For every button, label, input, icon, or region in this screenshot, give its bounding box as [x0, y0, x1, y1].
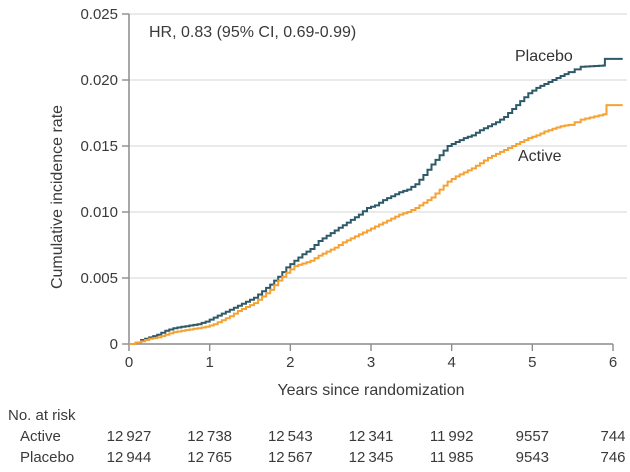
- risk-value: 12 567: [267, 449, 313, 466]
- risk-value: 9543: [515, 449, 550, 466]
- y-tick-label: 0.025: [80, 6, 118, 23]
- y-tick-label: 0.010: [80, 204, 118, 221]
- tick-labels: 0 0.005 0.010 0.015 0.020 0.025 0 1 2 3 4 5 6: [80, 6, 617, 371]
- y-tick-label: 0.015: [80, 138, 118, 155]
- curves: [129, 57, 623, 345]
- risk-table-title: No. at risk: [8, 407, 76, 424]
- x-tick-label: 5: [528, 354, 536, 371]
- x-axis-title: Years since randomization: [277, 382, 465, 399]
- risk-value: 12 944: [106, 449, 152, 466]
- x-tick-label: 6: [609, 354, 617, 371]
- risk-value: 12 738: [187, 428, 233, 445]
- tick-marks: [122, 13, 614, 351]
- risk-value: 12 543: [267, 428, 313, 445]
- risk-value: 746: [600, 449, 626, 466]
- placebo-curve: [129, 57, 623, 345]
- risk-value: 11 992: [429, 428, 474, 445]
- y-tick-label: 0.020: [80, 72, 118, 89]
- active-curve: [129, 104, 623, 345]
- x-tick-label: 3: [367, 354, 375, 371]
- y-tick-label: 0: [110, 336, 118, 353]
- placebo-curve-label: Placebo: [515, 48, 573, 65]
- risk-value: 9557: [515, 428, 550, 445]
- x-tick-label: 2: [286, 354, 294, 371]
- x-tick-label: 1: [205, 354, 213, 371]
- risk-value: 744: [600, 428, 626, 445]
- risk-value: 12 345: [348, 449, 394, 466]
- risk-row-label-placebo: Placebo: [20, 449, 75, 466]
- risk-value: 11 985: [429, 449, 474, 466]
- gridlines: [129, 13, 627, 279]
- risk-value: 12 927: [106, 428, 152, 445]
- x-tick-label: 0: [125, 354, 133, 371]
- x-tick-label: 4: [447, 354, 455, 371]
- hazard-ratio-annotation: HR, 0.83 (95% CI, 0.69-0.99): [149, 24, 357, 41]
- y-tick-label: 0.005: [80, 270, 118, 287]
- risk-row-label-active: Active: [20, 428, 61, 445]
- risk-value: 12 765: [187, 449, 233, 466]
- active-curve-label: Active: [518, 148, 562, 165]
- risk-value: 12 341: [348, 428, 394, 445]
